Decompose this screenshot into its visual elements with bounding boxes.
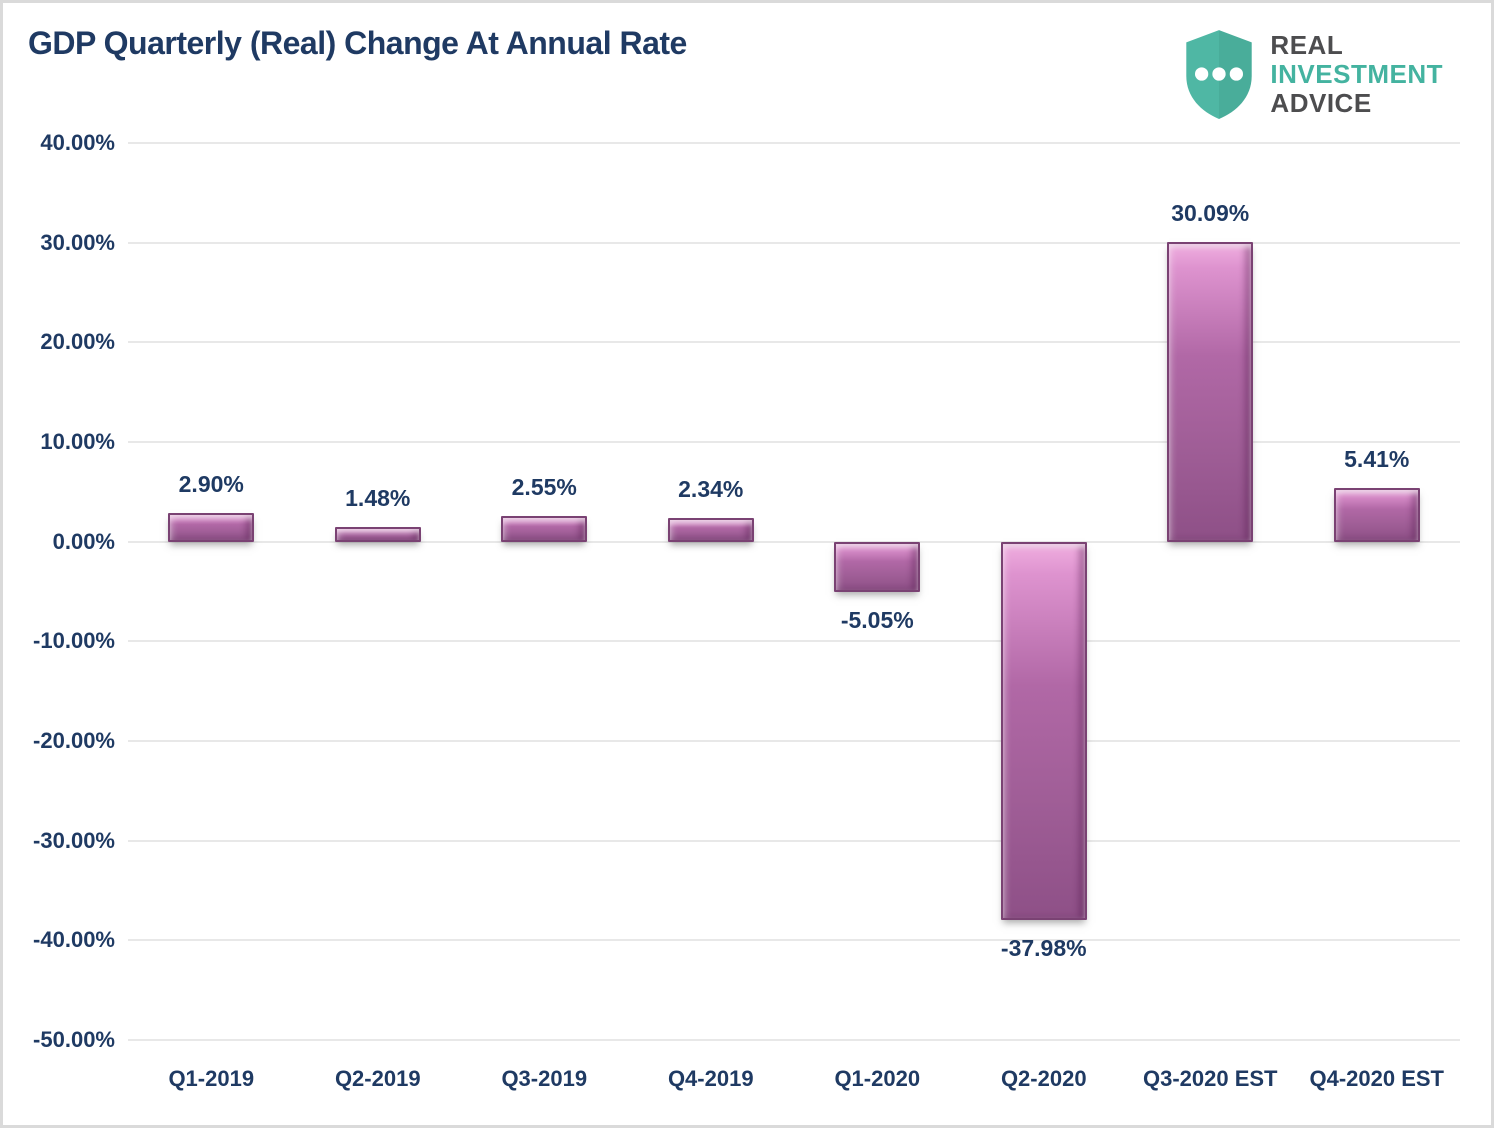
y-tick-label: -40.00% bbox=[33, 927, 115, 953]
bar-value-label: 2.55% bbox=[511, 474, 577, 501]
x-tick-label: Q3-2019 bbox=[501, 1066, 588, 1091]
gridline bbox=[128, 740, 1460, 742]
bar-Q2-2019 bbox=[334, 526, 421, 542]
y-tick-label: -50.00% bbox=[33, 1027, 115, 1052]
gridline bbox=[128, 241, 1460, 244]
logo: REAL INVESTMENT ADVICE bbox=[1182, 27, 1443, 121]
x-tick-label: Q4-2019 bbox=[667, 1066, 754, 1091]
x-tick-label: Q4-2020 EST bbox=[1309, 1066, 1444, 1091]
chart-title: GDP Quarterly (Real) Change At Annual Ra… bbox=[28, 25, 687, 61]
y-tick-label: -20.00% bbox=[33, 728, 115, 753]
bar-value-label: -5.05% bbox=[840, 606, 914, 633]
x-tick-label: Q1-2020 bbox=[834, 1066, 921, 1091]
plot-area: 40.00% 30.00% 20.00% 10.00% 0.00% -10.00% -20.… bbox=[3, 3, 1491, 1125]
bar-value-label: 2.90% bbox=[178, 470, 244, 497]
bar-Q4-2020 EST bbox=[1333, 487, 1420, 542]
y-tick-label: -10.00% bbox=[33, 628, 115, 654]
y-tick-label: 10.00% bbox=[40, 429, 115, 454]
gridline bbox=[128, 1039, 1460, 1041]
y-tick-label: 20.00% bbox=[40, 329, 115, 355]
gridline bbox=[128, 640, 1460, 643]
logo-text: REAL INVESTMENT ADVICE bbox=[1270, 27, 1443, 118]
y-tick-label: -30.00% bbox=[33, 827, 115, 853]
bar-Q1-2019 bbox=[168, 512, 255, 542]
bar-Q3-2019 bbox=[501, 516, 588, 542]
bar-value-label: 2.34% bbox=[678, 476, 744, 503]
y-tick-label: 30.00% bbox=[40, 229, 115, 255]
y-tick-label: 40.00% bbox=[40, 130, 115, 155]
bar-value-label: 1.48% bbox=[345, 484, 411, 511]
x-tick-label: Q3-2020 EST bbox=[1142, 1066, 1278, 1091]
x-tick-label: Q2-2019 bbox=[334, 1066, 421, 1091]
x-tick-label: Q2-2020 bbox=[1000, 1066, 1087, 1091]
logo-line-investment: INVESTMENT bbox=[1270, 59, 1443, 89]
x-tick-label: Q1-2019 bbox=[168, 1066, 255, 1091]
y-tick-label: 0.00% bbox=[52, 528, 115, 554]
gridline bbox=[128, 839, 1460, 842]
bar-Q2-2020 bbox=[1000, 541, 1087, 921]
gridline bbox=[128, 540, 1460, 543]
bar-value-label: -37.98% bbox=[1000, 935, 1087, 962]
gridline bbox=[128, 142, 1460, 144]
bar-Q1-2020 bbox=[834, 541, 921, 592]
bar-value-label: 5.41% bbox=[1344, 445, 1410, 472]
bar-Q4-2019 bbox=[667, 518, 754, 542]
gridline bbox=[128, 341, 1460, 344]
gridline bbox=[128, 939, 1460, 942]
logo-line-advice: ADVICE bbox=[1270, 88, 1372, 118]
gridline bbox=[128, 441, 1460, 443]
bar-Q3-2020 EST bbox=[1167, 241, 1254, 542]
shield-icon bbox=[1186, 30, 1253, 119]
bar-value-label: 30.09% bbox=[1171, 199, 1250, 226]
logo-line-real: REAL bbox=[1270, 30, 1344, 60]
